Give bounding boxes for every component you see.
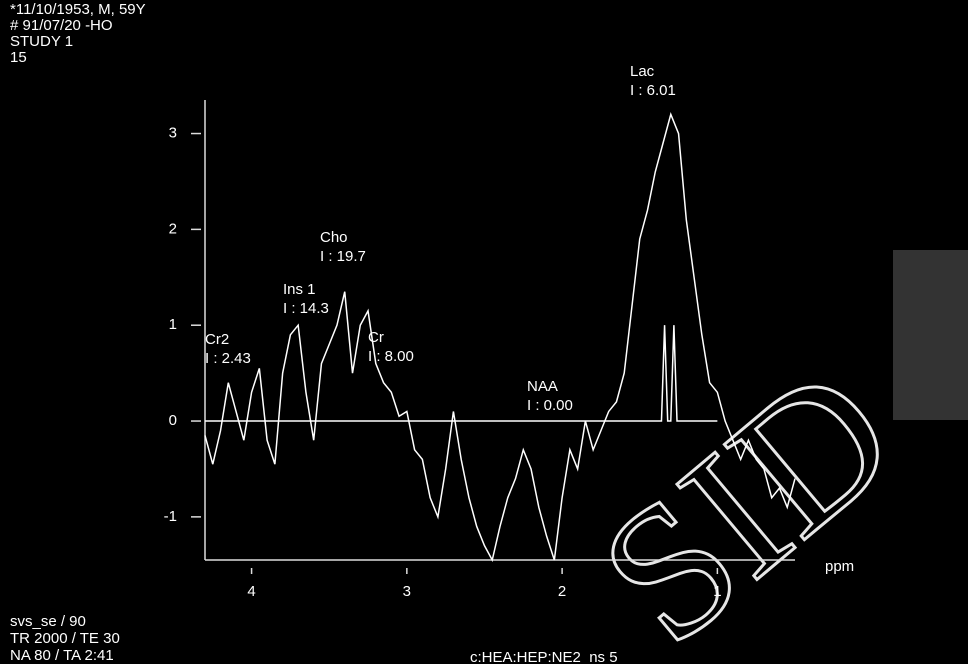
- peak-label: NAA: [527, 378, 558, 395]
- y-tick-label: 3: [169, 125, 177, 142]
- x-axis-label: ppm: [825, 558, 854, 575]
- header-line: STUDY 1: [10, 33, 73, 50]
- footer-line: svs_se / 90: [10, 613, 86, 630]
- header-line: *11/10/1953, M, 59Y: [10, 1, 146, 18]
- peak-integral: I : 14.3: [283, 300, 329, 317]
- y-tick-label: -1: [164, 508, 177, 525]
- peak-integral: I : 8.00: [368, 348, 414, 365]
- footer-line: TR 2000 / TE 30: [10, 630, 120, 647]
- x-tick-label: 2: [558, 583, 566, 600]
- x-tick-label: 3: [403, 583, 411, 600]
- side-panel: [893, 250, 968, 420]
- y-tick-label: 1: [169, 316, 177, 333]
- peak-label: Lac: [630, 63, 655, 80]
- peak-integral: I : 19.7: [320, 248, 366, 265]
- y-tick-label: 0: [169, 412, 177, 429]
- spectrum: [205, 325, 718, 422]
- peak-label: Cho: [320, 229, 348, 246]
- x-tick-label: 1: [713, 583, 721, 600]
- header-line: # 91/07/20 -HO: [10, 17, 113, 34]
- watermark: SID: [563, 326, 933, 664]
- peak-label: Ins 1: [283, 281, 316, 298]
- header-line: 15: [10, 49, 27, 66]
- y-tick-label: 2: [169, 220, 177, 237]
- peak-integral: I : 0.00: [527, 397, 573, 414]
- peak-integral: I : 6.01: [630, 82, 676, 99]
- footer-line: NA 80 / TA 2:41: [10, 647, 114, 664]
- protocol: c:HEA:HEP:NE2_ns 5: [470, 649, 618, 664]
- peak-label: Cr2: [205, 331, 229, 348]
- spectrum: [204, 112, 796, 563]
- x-tick-label: 4: [247, 583, 255, 600]
- peak-integral: I : 2.43: [205, 350, 251, 367]
